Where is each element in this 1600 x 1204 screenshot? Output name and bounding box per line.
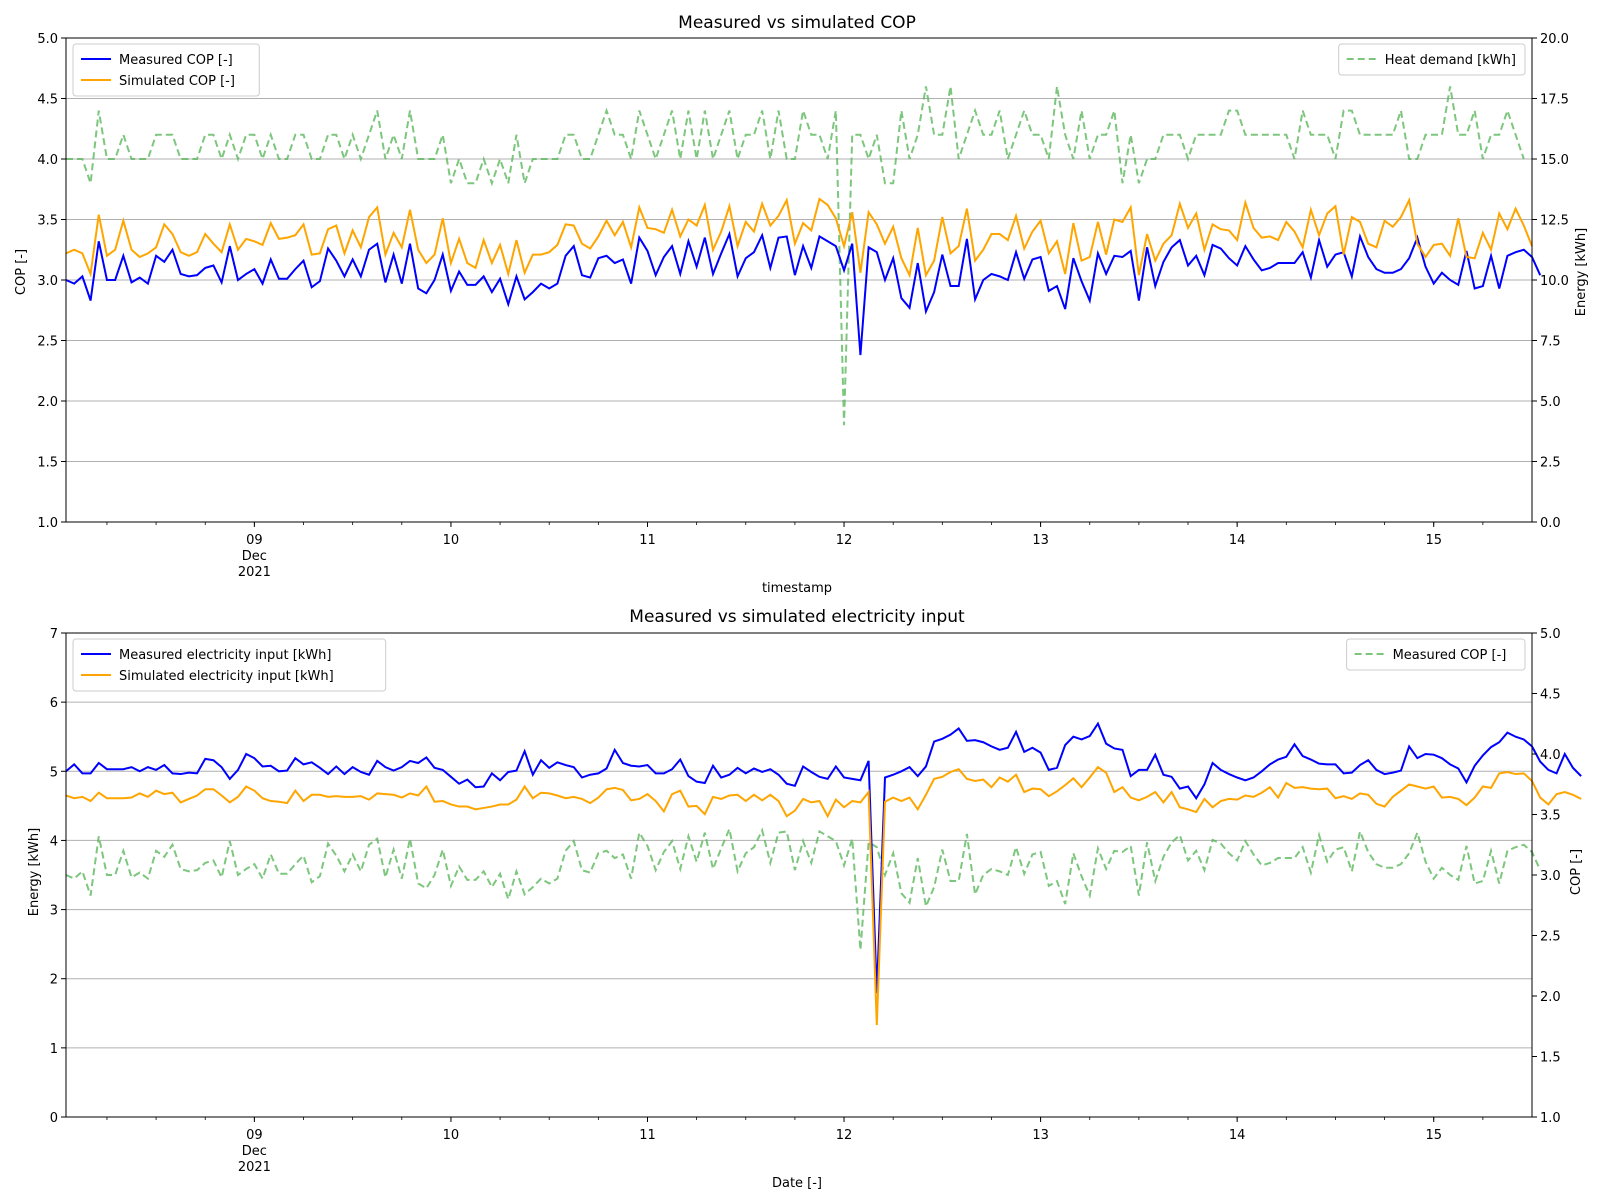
x-tick-label: 11 [639, 1128, 656, 1143]
legend-label: Simulated COP [-] [119, 74, 235, 89]
x-tick-sublabel: Dec [242, 1144, 267, 1159]
y-tick-label: 2.0 [37, 395, 58, 410]
y-tick-label: 3.0 [37, 274, 58, 289]
y2-tick-label: 17.5 [1540, 93, 1569, 108]
y2-tick-label: 4.0 [1540, 748, 1561, 763]
top-y2-axis-label: Energy [kWh] [1574, 228, 1589, 316]
y2-tick-label: 12.5 [1540, 214, 1569, 229]
top-x-axis-label: timestamp [762, 581, 832, 596]
bottom-y2-axis-label: COP [-] [1569, 849, 1584, 895]
y-tick-label: 0 [50, 1111, 58, 1126]
x-tick-sublabel: 2021 [238, 1160, 271, 1175]
y-tick-label: 2.5 [37, 335, 58, 350]
y-tick-label: 5.0 [37, 32, 58, 47]
x-tick-label: 09 [246, 533, 263, 548]
y2-tick-label: 5.0 [1540, 395, 1561, 410]
top-series-group [65, 86, 1542, 426]
legend-label: Measured COP [-] [1393, 648, 1507, 663]
y2-tick-label: 15.0 [1540, 153, 1569, 168]
legend-box [72, 638, 387, 692]
y2-tick-label: 2.0 [1540, 990, 1561, 1005]
y-tick-label: 6 [50, 696, 58, 711]
y-tick-label: 1.5 [37, 456, 58, 471]
x-tick-label: 10 [443, 533, 460, 548]
y-tick-label: 7 [50, 627, 58, 642]
bottom-y-axis-label: Energy [kWh] [27, 828, 42, 916]
y2-tick-label: 3.0 [1540, 869, 1561, 884]
legend-box [72, 43, 260, 97]
bottom-x-axis-label: Date [-] [772, 1176, 822, 1191]
series-simulated-cop [65, 196, 1533, 279]
y-tick-label: 2 [50, 973, 58, 988]
y2-tick-label: 2.5 [1540, 930, 1561, 945]
top-legend-right: Heat demand [kWh] [1338, 43, 1526, 76]
bottom-legend-left: Measured electricity input [kWh] Simulate… [72, 638, 387, 692]
y2-tick-label: 0.0 [1540, 516, 1561, 531]
x-tick-label: 15 [1425, 1128, 1442, 1143]
x-tick-sublabel: Dec [242, 549, 267, 564]
x-tick-label: 14 [1229, 533, 1246, 548]
y2-tick-label: 7.5 [1540, 335, 1561, 350]
bottom-axes: 012345671.01.52.02.53.03.54.04.55.009Dec… [50, 627, 1561, 1175]
y2-tick-label: 10.0 [1540, 274, 1569, 289]
x-tick-label: 10 [443, 1128, 460, 1143]
y2-tick-label: 4.5 [1540, 688, 1561, 703]
legend-label: Measured electricity input [kWh] [119, 648, 331, 663]
top-y-axis-label: COP [-] [14, 249, 29, 295]
y2-tick-label: 20.0 [1540, 32, 1569, 47]
top-grid [66, 98, 1532, 462]
plot-frame [65, 37, 1533, 523]
y2-tick-label: 5.0 [1540, 627, 1561, 642]
x-tick-label: 09 [246, 1128, 263, 1143]
bottom-legend-right: Measured COP [-] [1346, 638, 1526, 671]
bottom-grid [66, 701, 1532, 1049]
x-tick-label: 12 [836, 533, 853, 548]
legend-label: Measured COP [-] [119, 53, 233, 68]
y-tick-label: 1 [50, 1042, 58, 1057]
y2-tick-label: 1.0 [1540, 1111, 1561, 1126]
series-simulated-electricity [65, 765, 1582, 1026]
legend-label: Heat demand [kWh] [1385, 53, 1516, 68]
y-tick-label: 1.0 [37, 516, 58, 531]
series-measured-cop-secondary [65, 825, 1542, 951]
x-tick-label: 15 [1425, 533, 1442, 548]
top-chart-title: Measured vs simulated COP [678, 13, 916, 33]
series-heat-demand [66, 86, 1525, 426]
y-tick-label: 5 [50, 765, 58, 780]
y-tick-label: 4.0 [37, 153, 58, 168]
y2-tick-label: 2.5 [1540, 456, 1561, 471]
legend-label: Simulated electricity input [kWh] [119, 669, 334, 684]
bottom-chart: Measured vs simulated electricity input … [27, 607, 1584, 1191]
x-tick-label: 13 [1032, 533, 1049, 548]
plot-frame [65, 632, 1533, 1118]
top-legend-left: Measured COP [-] Simulated COP [-] [72, 43, 260, 97]
legend-box [1338, 43, 1526, 76]
x-tick-label: 11 [639, 533, 656, 548]
y-tick-label: 3.5 [37, 214, 58, 229]
x-tick-sublabel: 2021 [238, 565, 271, 580]
y-tick-label: 4.5 [37, 93, 58, 108]
y-tick-label: 3 [50, 904, 58, 919]
x-tick-label: 13 [1032, 1128, 1049, 1143]
bottom-series-group [65, 721, 1582, 1026]
y2-tick-label: 1.5 [1540, 1051, 1561, 1066]
series-measured-cop [65, 230, 1542, 356]
top-axes: 1.0 1.5 2.0 2.5 3.0 3.5 4.0 4.5 5.0 0.0 2.5 5.0 7.5 1… [37, 32, 1569, 580]
series-measured-electricity [65, 721, 1582, 994]
x-tick-label: 12 [836, 1128, 853, 1143]
y-tick-label: 4 [50, 834, 58, 849]
x-tick-label: 14 [1229, 1128, 1246, 1143]
top-chart: Measured vs simulated COP COP [-] Energy… [14, 13, 1589, 596]
legend-box [1346, 638, 1526, 671]
bottom-chart-title: Measured vs simulated electricity input [629, 607, 965, 627]
y2-tick-label: 3.5 [1540, 809, 1561, 824]
